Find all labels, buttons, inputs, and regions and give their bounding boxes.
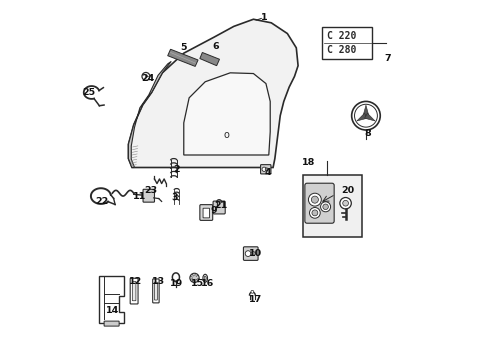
Circle shape <box>250 291 253 293</box>
Polygon shape <box>356 113 366 121</box>
Circle shape <box>311 210 317 216</box>
Circle shape <box>320 202 330 212</box>
Circle shape <box>244 251 250 256</box>
Circle shape <box>308 193 321 206</box>
Circle shape <box>262 167 266 171</box>
Circle shape <box>351 102 380 130</box>
Ellipse shape <box>203 276 206 280</box>
Polygon shape <box>99 276 123 323</box>
Text: 14: 14 <box>105 306 119 315</box>
Text: 24: 24 <box>141 74 154 83</box>
Circle shape <box>322 204 327 210</box>
FancyBboxPatch shape <box>152 279 159 303</box>
Ellipse shape <box>203 274 207 282</box>
FancyBboxPatch shape <box>143 189 154 202</box>
Text: 15: 15 <box>190 279 203 288</box>
FancyBboxPatch shape <box>322 27 372 59</box>
Text: 18: 18 <box>302 158 315 167</box>
Text: 16: 16 <box>201 279 214 288</box>
Polygon shape <box>363 105 368 116</box>
Text: 5: 5 <box>180 43 186 52</box>
FancyBboxPatch shape <box>130 278 138 304</box>
FancyBboxPatch shape <box>304 183 333 223</box>
Text: 8: 8 <box>364 129 370 138</box>
FancyBboxPatch shape <box>213 201 225 214</box>
Text: 25: 25 <box>82 88 96 97</box>
Text: 11: 11 <box>132 192 145 201</box>
Text: 4: 4 <box>264 168 270 177</box>
Circle shape <box>264 168 267 171</box>
FancyBboxPatch shape <box>243 247 258 260</box>
FancyBboxPatch shape <box>132 282 136 301</box>
Text: 19: 19 <box>170 279 183 288</box>
Text: C 280: C 280 <box>326 45 355 55</box>
FancyBboxPatch shape <box>203 208 209 218</box>
Polygon shape <box>167 49 198 66</box>
Polygon shape <box>200 53 219 66</box>
Text: 9: 9 <box>210 206 217 215</box>
Circle shape <box>309 207 320 218</box>
Text: 7: 7 <box>383 54 390 63</box>
Text: 2: 2 <box>173 165 180 174</box>
Polygon shape <box>128 62 171 167</box>
Polygon shape <box>183 73 270 155</box>
Text: 23: 23 <box>143 186 157 195</box>
FancyBboxPatch shape <box>303 175 362 237</box>
Circle shape <box>354 104 377 127</box>
Text: 21: 21 <box>214 201 227 210</box>
Text: 6: 6 <box>212 41 219 50</box>
Circle shape <box>250 251 255 256</box>
Circle shape <box>189 273 199 283</box>
Text: 17: 17 <box>248 295 261 304</box>
Text: C 220: C 220 <box>326 31 355 41</box>
Text: 10: 10 <box>248 249 261 258</box>
Text: 3: 3 <box>171 193 178 202</box>
Circle shape <box>142 72 149 80</box>
Polygon shape <box>364 113 374 121</box>
FancyBboxPatch shape <box>154 282 157 300</box>
Polygon shape <box>128 19 298 167</box>
FancyBboxPatch shape <box>260 165 270 174</box>
Circle shape <box>342 201 348 206</box>
Circle shape <box>339 198 350 209</box>
Text: o: o <box>223 130 229 140</box>
FancyBboxPatch shape <box>104 321 119 326</box>
Text: 13: 13 <box>152 277 165 286</box>
Text: 1: 1 <box>260 13 267 22</box>
Text: 22: 22 <box>96 197 109 206</box>
Text: 12: 12 <box>129 277 142 286</box>
Text: 20: 20 <box>341 186 354 195</box>
Circle shape <box>311 196 318 203</box>
FancyBboxPatch shape <box>200 204 212 220</box>
